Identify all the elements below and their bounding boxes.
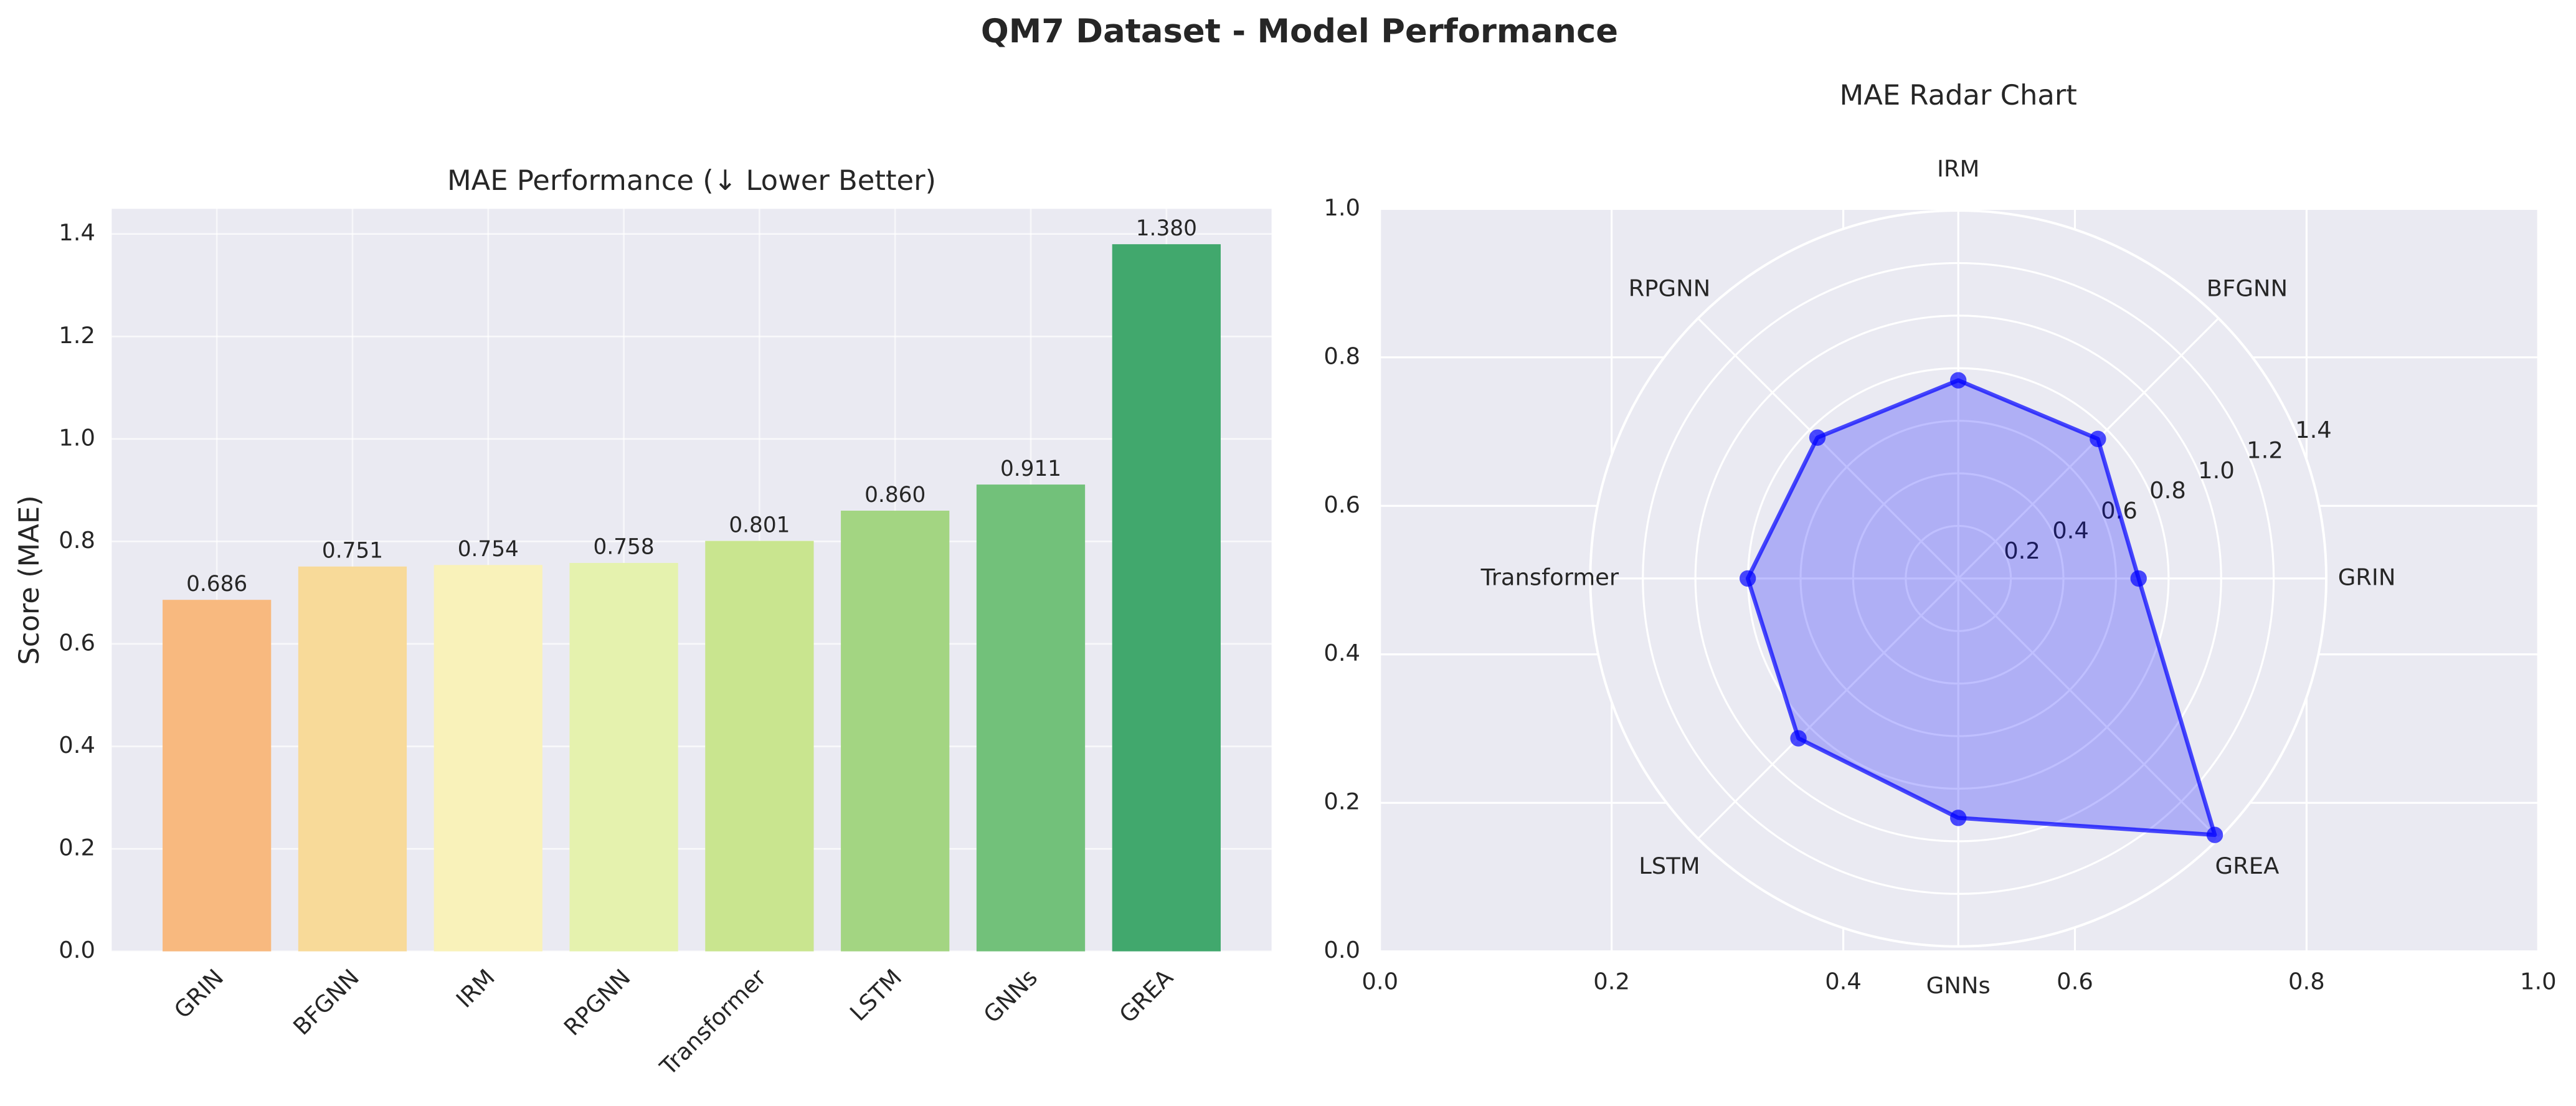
category-label: IRM: [1937, 156, 1979, 182]
bar: [976, 484, 1086, 952]
spoke: [1958, 577, 2220, 839]
radar-point: [1809, 429, 1826, 446]
category-label: GRIN: [2338, 564, 2396, 590]
category-label: GREA: [2215, 853, 2280, 879]
value-label: 1.380: [1136, 216, 1197, 241]
value-label: 0.911: [1000, 456, 1061, 481]
spoke: [1958, 317, 2220, 580]
bar: [163, 600, 272, 952]
bar: [1112, 244, 1221, 952]
value-label: 0.686: [186, 572, 247, 597]
x-tick-label: Transformer: [655, 963, 772, 1080]
x-tick-label: 1.0: [2520, 968, 2557, 995]
value-label: 0.754: [458, 537, 519, 562]
y-tick-label: 0.8: [59, 527, 95, 554]
x-tick-label: GNNs: [978, 964, 1043, 1028]
r-tick-label: 0.4: [2052, 518, 2089, 544]
bar: [841, 511, 950, 952]
r-tick-label: 1.4: [2295, 417, 2332, 443]
value-label: 0.801: [729, 513, 790, 537]
category-label: RPGNN: [1629, 275, 1711, 302]
y-axis-label: Score (MAE): [12, 495, 45, 664]
radar-point: [2090, 430, 2106, 447]
y-tick-label: 1.0: [59, 424, 95, 451]
x-tick-label: RPGNN: [559, 964, 636, 1041]
x-tick-label: 0.2: [1593, 968, 1630, 995]
y-tick-label: 0.4: [59, 732, 95, 759]
bar: [298, 566, 407, 952]
y-tick-label: 0.0: [59, 937, 95, 963]
spoke: [1697, 577, 1959, 839]
category-label: GNNs: [1926, 972, 1991, 999]
x-tick-label: BFGNN: [288, 964, 364, 1041]
bar: [569, 562, 678, 952]
category-label: LSTM: [1639, 853, 1700, 879]
r-tick-label: 0.2: [2004, 537, 2040, 564]
r-tick-label: 1.2: [2247, 437, 2283, 463]
value-label: 0.860: [864, 483, 926, 508]
x-tick-label: 0.8: [2288, 968, 2325, 995]
radar-point: [2206, 826, 2223, 843]
radar-point: [1950, 372, 1967, 389]
y-tick-label: 0.6: [1324, 491, 1360, 518]
x-tick-label: GRIN: [169, 964, 229, 1024]
chart-title: MAE Radar Chart: [1840, 78, 2077, 111]
category-label: Transformer: [1480, 564, 1619, 590]
bar: [705, 541, 814, 952]
radar-point: [1950, 810, 1967, 826]
y-tick-label: 0.0: [1324, 937, 1360, 963]
x-tick-label: 0.0: [1361, 968, 1398, 995]
y-tick-label: 1.2: [59, 322, 95, 349]
x-tick-label: GREA: [1114, 964, 1178, 1028]
y-tick-label: 0.2: [59, 834, 95, 861]
y-tick-label: 0.4: [1324, 640, 1360, 666]
category-label: BFGNN: [2207, 275, 2288, 302]
spoke: [1697, 317, 1959, 580]
radar-point: [1790, 730, 1807, 747]
x-tick-label: IRM: [451, 964, 500, 1013]
bar: [433, 565, 542, 952]
x-tick-label: 0.6: [2057, 968, 2093, 995]
y-tick-label: 0.8: [1324, 343, 1360, 369]
chart-title: MAE Performance (↓ Lower Better): [447, 164, 936, 197]
value-label: 0.751: [322, 538, 383, 563]
y-tick-label: 1.4: [59, 219, 95, 246]
value-label: 0.758: [594, 535, 655, 560]
plot-background: [111, 209, 1272, 952]
y-tick-label: 0.6: [59, 629, 95, 656]
radar-point: [1739, 570, 1756, 587]
radar-point: [2130, 570, 2147, 587]
r-tick-label: 0.8: [2149, 477, 2186, 504]
figure-title: QM7 Dataset - Model Performance: [981, 12, 1618, 50]
x-tick-label: 0.4: [1825, 968, 1862, 995]
x-tick-label: LSTM: [845, 964, 907, 1026]
r-tick-label: 1.0: [2198, 457, 2235, 484]
y-tick-label: 1.0: [1324, 194, 1360, 221]
y-tick-label: 0.2: [1324, 788, 1360, 815]
